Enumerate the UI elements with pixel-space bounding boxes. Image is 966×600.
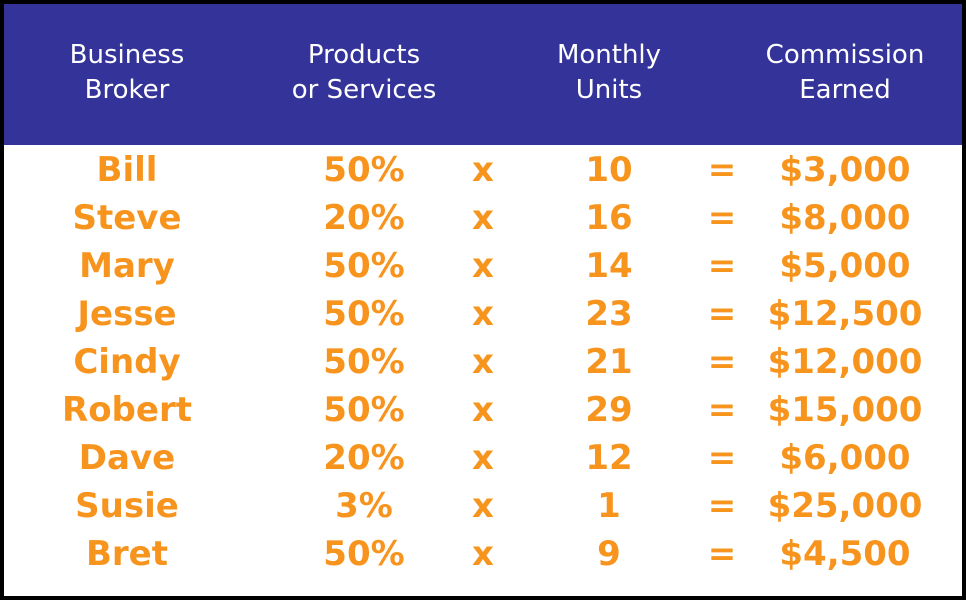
table-cell: 3% xyxy=(335,486,393,526)
table-cell: $12,000 xyxy=(767,342,923,382)
header-cell: Business Broker xyxy=(17,38,237,108)
table-cell: x xyxy=(472,390,494,430)
table-cell: = xyxy=(707,294,737,334)
header-bar: Business Broker Products or Services Monthly… xyxy=(4,4,962,145)
table-cell: x xyxy=(472,342,494,382)
table-cell: x xyxy=(472,534,494,574)
header-cell: Products or Services xyxy=(254,38,474,108)
table-cell: Cindy xyxy=(73,342,181,382)
header-text: Units xyxy=(575,75,643,105)
table-cell: Steve xyxy=(72,198,182,238)
table-cell: 9 xyxy=(597,534,621,574)
table-cell: $15,000 xyxy=(767,390,923,430)
table-cell: $4,500 xyxy=(779,534,911,574)
table-cell: Mary xyxy=(79,246,175,286)
table-cell: $12,500 xyxy=(767,294,923,334)
table-cell: Dave xyxy=(78,438,176,478)
table-cell: 50% xyxy=(323,246,405,286)
table-cell: Jesse xyxy=(77,294,177,334)
table-cell: = xyxy=(707,534,737,574)
table-cell: 16 xyxy=(585,198,633,238)
header-text: Products xyxy=(307,40,421,70)
table-cell: $3,000 xyxy=(779,150,911,190)
table-cell: x xyxy=(472,246,494,286)
table-cell: = xyxy=(707,150,737,190)
table-cell: = xyxy=(707,438,737,478)
table-cell: 50% xyxy=(323,294,405,334)
table-cell: 14 xyxy=(585,246,633,286)
table-cell: 29 xyxy=(585,390,633,430)
table-cell: Susie xyxy=(75,486,179,526)
table-cell: Bill xyxy=(96,150,158,190)
table-cell: Bret xyxy=(86,534,168,574)
table-cell: = xyxy=(707,486,737,526)
table-cell: = xyxy=(707,246,737,286)
table-cell: 12 xyxy=(585,438,633,478)
table-cell: $25,000 xyxy=(767,486,923,526)
table-cell: x xyxy=(472,486,494,526)
table-cell: = xyxy=(707,198,737,238)
header-cell: Monthly Units xyxy=(499,38,719,108)
header-text: Commission xyxy=(765,40,925,70)
table-cell: = xyxy=(707,342,737,382)
table-cell: x xyxy=(472,150,494,190)
table-cell: 21 xyxy=(585,342,633,382)
table-cell: x xyxy=(472,294,494,334)
table-cell: $5,000 xyxy=(779,246,911,286)
table-cell: 50% xyxy=(323,342,405,382)
table-cell: x xyxy=(472,198,494,238)
table-cell: 50% xyxy=(323,390,405,430)
table-cell: 50% xyxy=(323,534,405,574)
header-text: or Services xyxy=(291,75,437,105)
header-text: Earned xyxy=(799,75,891,105)
table-cell: Robert xyxy=(62,390,192,430)
table-cell: $8,000 xyxy=(779,198,911,238)
table-cell: $6,000 xyxy=(779,438,911,478)
table-cell: 1 xyxy=(597,486,621,526)
header-cell: Commission Earned xyxy=(735,38,955,108)
table-cell: 50% xyxy=(323,150,405,190)
table-cell: 20% xyxy=(323,198,405,238)
table-cell: x xyxy=(472,438,494,478)
header-text: Monthly xyxy=(556,40,662,70)
header-text: Business xyxy=(69,40,185,70)
table-cell: 10 xyxy=(585,150,633,190)
table-cell: = xyxy=(707,390,737,430)
header-text: Broker xyxy=(84,75,170,105)
table-cell: 23 xyxy=(585,294,633,334)
table-cell: 20% xyxy=(323,438,405,478)
